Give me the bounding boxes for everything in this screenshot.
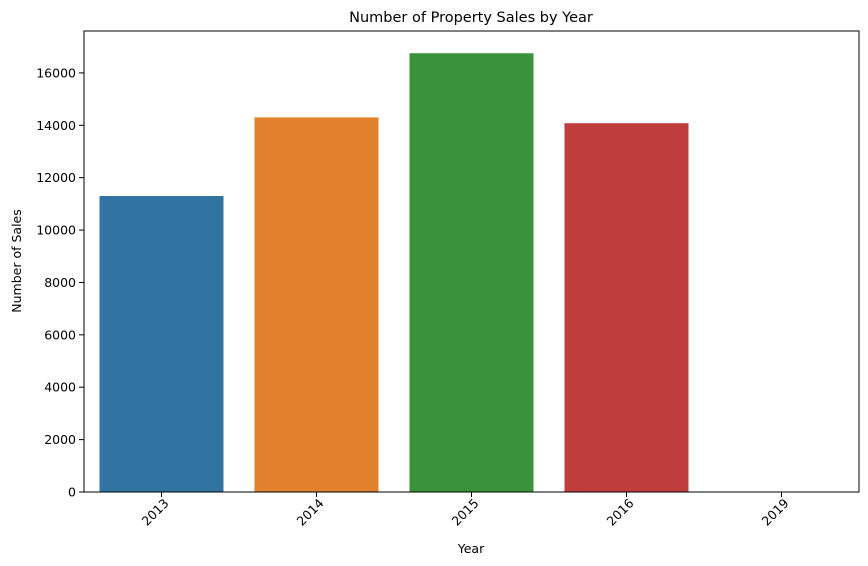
x-tick-label: 2014 bbox=[294, 495, 327, 528]
y-tick-label: 16000 bbox=[36, 65, 76, 80]
bars-group bbox=[99, 53, 844, 493]
bar-2015 bbox=[409, 53, 534, 492]
y-tick-label: 14000 bbox=[36, 118, 76, 133]
plot-frame bbox=[83, 30, 860, 493]
x-tick-label: 2013 bbox=[139, 496, 172, 529]
bar-2016 bbox=[564, 123, 689, 492]
y-tick-label: 4000 bbox=[44, 380, 76, 395]
y-tick-label: 6000 bbox=[44, 327, 76, 342]
y-axis-ticks: 0 2000 4000 6000 8000 10000 12000 14000 16000 bbox=[36, 65, 84, 500]
x-tick-label: 2015 bbox=[449, 496, 482, 529]
x-axis-label: Year bbox=[457, 541, 485, 556]
y-tick-label: 10000 bbox=[36, 223, 76, 238]
x-axis-ticks: 2013 2014 2015 2016 2019 bbox=[139, 492, 792, 529]
bar-2014 bbox=[254, 117, 379, 492]
x-tick-label: 2019 bbox=[759, 495, 792, 528]
x-tick-label: 2016 bbox=[604, 495, 637, 528]
y-tick-label: 2000 bbox=[44, 432, 76, 447]
chart-title: Number of Property Sales by Year bbox=[349, 10, 593, 26]
y-tick-label: 0 bbox=[68, 485, 76, 500]
y-tick-label: 8000 bbox=[44, 275, 76, 290]
y-axis-label: Number of Sales bbox=[9, 209, 24, 312]
bar-2013 bbox=[99, 196, 224, 493]
y-tick-label: 12000 bbox=[36, 170, 76, 185]
